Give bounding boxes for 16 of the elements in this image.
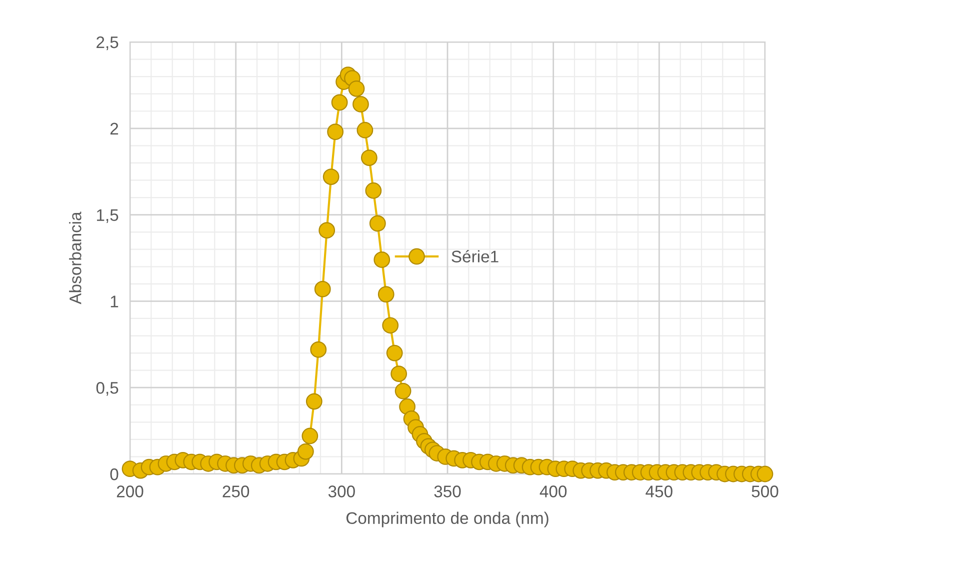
x-tick-label: 200: [116, 486, 144, 498]
y-tick-label: 1,5: [96, 209, 118, 223]
y-tick-label: 1: [110, 296, 118, 308]
y-tick-label: 0,5: [96, 382, 118, 396]
y-tick-label: 2,5: [96, 36, 118, 50]
y-tick-label: 0: [110, 468, 118, 480]
x-tick-label: 450: [646, 486, 672, 498]
x-tick-label: 500: [752, 486, 778, 498]
y-axis-title: Absorbancia: [69, 212, 82, 304]
x-tick-label: 400: [540, 486, 567, 498]
x-tick-label: 300: [328, 486, 355, 498]
x-axis-title: Comprimento de onda (nm): [346, 512, 548, 528]
x-tick-label: 250: [222, 486, 250, 498]
y-tick-label: 2: [110, 122, 118, 134]
legend-label: Série1: [452, 250, 498, 262]
x-tick-label: 350: [434, 486, 461, 498]
